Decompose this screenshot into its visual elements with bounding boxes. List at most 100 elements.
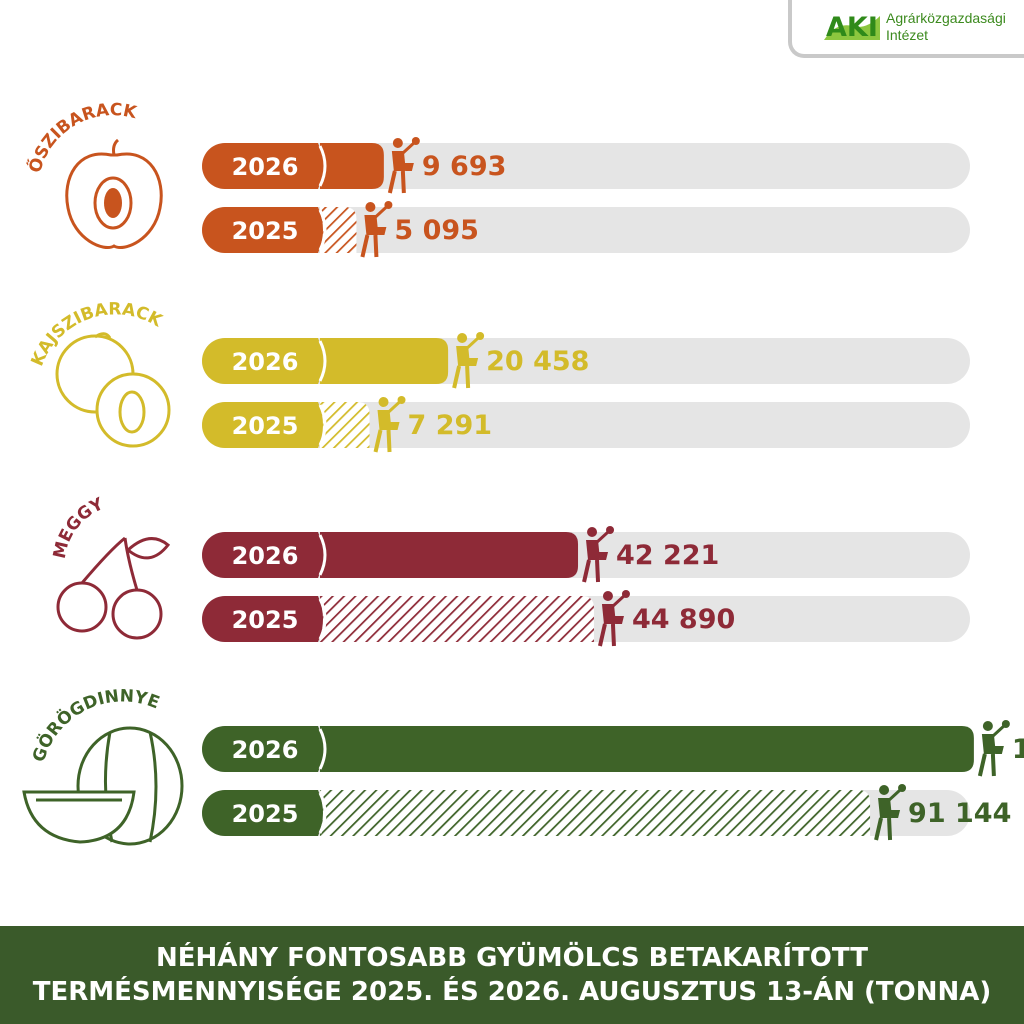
year-pill-divider [318, 145, 327, 187]
picker-fruit [384, 201, 393, 209]
picker-body [601, 604, 616, 624]
picker-body [391, 151, 406, 171]
year-pill [202, 338, 323, 384]
cherry-left [56, 581, 108, 633]
year-label: 2026 [232, 736, 299, 764]
peach-outline [65, 152, 163, 249]
picker-arm [465, 336, 480, 351]
chart-title-line2: TERMÉSMENNYISÉGE 2025. ÉS 2026. AUGUSZTU… [32, 977, 992, 1007]
fruit-picker-icon [598, 590, 630, 647]
year-label: 2026 [232, 348, 299, 376]
picker-legs [373, 429, 392, 453]
fruit-picker-icon [387, 137, 420, 194]
fruit-picker-icon [977, 720, 1010, 777]
picker-body [586, 540, 601, 560]
fruit-name-text: GÖRÖGDINNYE [29, 686, 162, 764]
value-label: 20 458 [486, 346, 589, 377]
peach-icon [65, 138, 163, 249]
picker-basket [598, 552, 609, 560]
picker-basket [403, 163, 414, 171]
year-pill [202, 207, 323, 253]
year-pill-divider [318, 534, 327, 576]
fruit-name-text: ŐSZIBARACK [23, 100, 139, 175]
picker-legs [360, 234, 379, 258]
fruit-name-label: MEGGY [50, 494, 107, 561]
picker-head [602, 591, 613, 601]
value-label: 44 890 [632, 604, 735, 635]
year-pill-divider [318, 404, 327, 446]
picker-fruit [411, 137, 420, 145]
watermelon-icon [22, 726, 184, 846]
bar-fill [320, 338, 449, 384]
year-pill-divider [318, 728, 327, 770]
picker-head [879, 785, 890, 795]
picker-head [982, 721, 993, 731]
year-label: 2026 [232, 542, 299, 570]
apricot-pit [118, 390, 146, 434]
picker-basket [376, 227, 387, 235]
picker-body [456, 346, 471, 366]
year-pill [202, 402, 323, 448]
bar-row: 2025 5 095 [202, 201, 970, 258]
year-pill-divider [318, 340, 327, 382]
year-pill [202, 596, 323, 642]
melon-slice [22, 790, 136, 844]
logo-tab: AKI Agrárközgazdasági Intézet [788, 0, 1024, 58]
logo-name-line2: Intézet [886, 27, 929, 43]
apricot-icon [55, 332, 171, 448]
bar-row: 2025 7 291 [202, 396, 970, 453]
bar-fill-hatched [320, 790, 871, 836]
picker-arm [610, 594, 625, 609]
cherry-stems [80, 536, 139, 591]
bar-row: 2025 44 890 [202, 590, 970, 647]
picker-arm [990, 724, 1005, 739]
fruit-picker-icon [452, 332, 485, 389]
bar-track [202, 207, 970, 253]
value-label: 91 144 [908, 798, 1011, 829]
picker-fruit [397, 396, 406, 404]
bar-row: 2026 42 221 [202, 526, 970, 583]
picker-fruit [1001, 720, 1010, 728]
year-label: 2026 [232, 153, 299, 181]
fruit-picker-icon [582, 526, 615, 583]
bar-track [202, 402, 970, 448]
year-label: 2025 [232, 800, 299, 828]
bar-fill [320, 726, 974, 772]
picker-fruit [476, 332, 485, 340]
apricot-front [95, 372, 171, 448]
fruit-picker-icon [373, 396, 406, 453]
picker-legs [598, 623, 616, 647]
peach-stem [112, 138, 120, 156]
value-label: 42 221 [616, 540, 719, 571]
bar-row: 2026 20 458 [202, 332, 970, 389]
picker-basket [613, 616, 624, 624]
bar-row: 2026 108 538 [202, 720, 1024, 777]
picker-head [587, 527, 598, 537]
picker-basket [890, 810, 901, 818]
picker-arm [887, 788, 902, 803]
year-label: 2025 [232, 217, 299, 245]
fruit-picker-icon [874, 784, 907, 841]
logo-abbr: AKI [826, 12, 878, 43]
picker-fruit [898, 784, 907, 792]
chart-title-banner: NÉHÁNY FONTOSABB GYÜMÖLCS BETAKARÍTOTT T… [0, 926, 1024, 1024]
picker-legs [582, 559, 601, 583]
picker-head [392, 138, 403, 148]
picker-legs [387, 170, 406, 194]
picker-head [457, 333, 468, 343]
value-label: 5 095 [394, 215, 479, 246]
year-pill [202, 790, 323, 836]
aki-logo-icon: AKI [824, 12, 880, 43]
picker-basket [468, 358, 479, 366]
picker-arm [373, 205, 388, 220]
year-label: 2025 [232, 606, 299, 634]
value-label: 7 291 [408, 410, 493, 441]
picker-fruit [606, 526, 615, 534]
chart-title-line1: NÉHÁNY FONTOSABB GYÜMÖLCS BETAKARÍTOTT [156, 943, 868, 973]
fruit-name-label: ŐSZIBARACK [23, 100, 139, 175]
picker-body [981, 734, 996, 754]
picker-legs [874, 817, 893, 841]
peach-pit [104, 188, 122, 218]
bar-fill [320, 143, 384, 189]
cherry-right [111, 588, 163, 640]
